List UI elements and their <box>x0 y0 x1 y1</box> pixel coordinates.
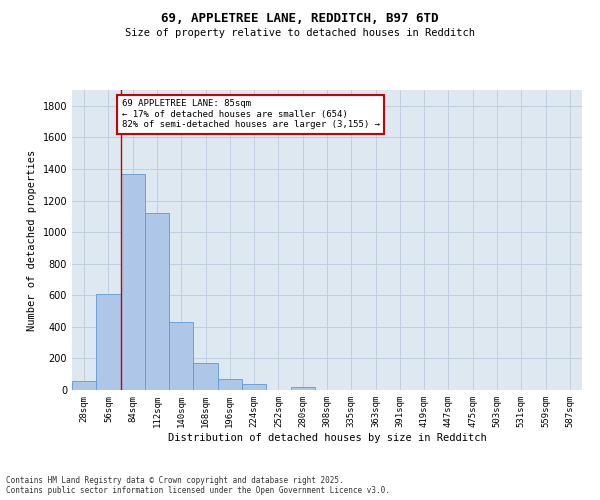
Text: Size of property relative to detached houses in Redditch: Size of property relative to detached ho… <box>125 28 475 38</box>
Bar <box>242 384 266 390</box>
Bar <box>193 363 218 390</box>
Text: 69 APPLETREE LANE: 85sqm
← 17% of detached houses are smaller (654)
82% of semi-: 69 APPLETREE LANE: 85sqm ← 17% of detach… <box>122 100 380 130</box>
X-axis label: Distribution of detached houses by size in Redditch: Distribution of detached houses by size … <box>167 432 487 442</box>
Bar <box>218 379 242 390</box>
Bar <box>96 294 121 390</box>
Y-axis label: Number of detached properties: Number of detached properties <box>27 150 37 330</box>
Text: Contains HM Land Registry data © Crown copyright and database right 2025.
Contai: Contains HM Land Registry data © Crown c… <box>6 476 390 495</box>
Bar <box>121 174 145 390</box>
Text: 69, APPLETREE LANE, REDDITCH, B97 6TD: 69, APPLETREE LANE, REDDITCH, B97 6TD <box>161 12 439 26</box>
Bar <box>169 322 193 390</box>
Bar <box>145 213 169 390</box>
Bar <box>290 387 315 390</box>
Bar <box>72 380 96 390</box>
